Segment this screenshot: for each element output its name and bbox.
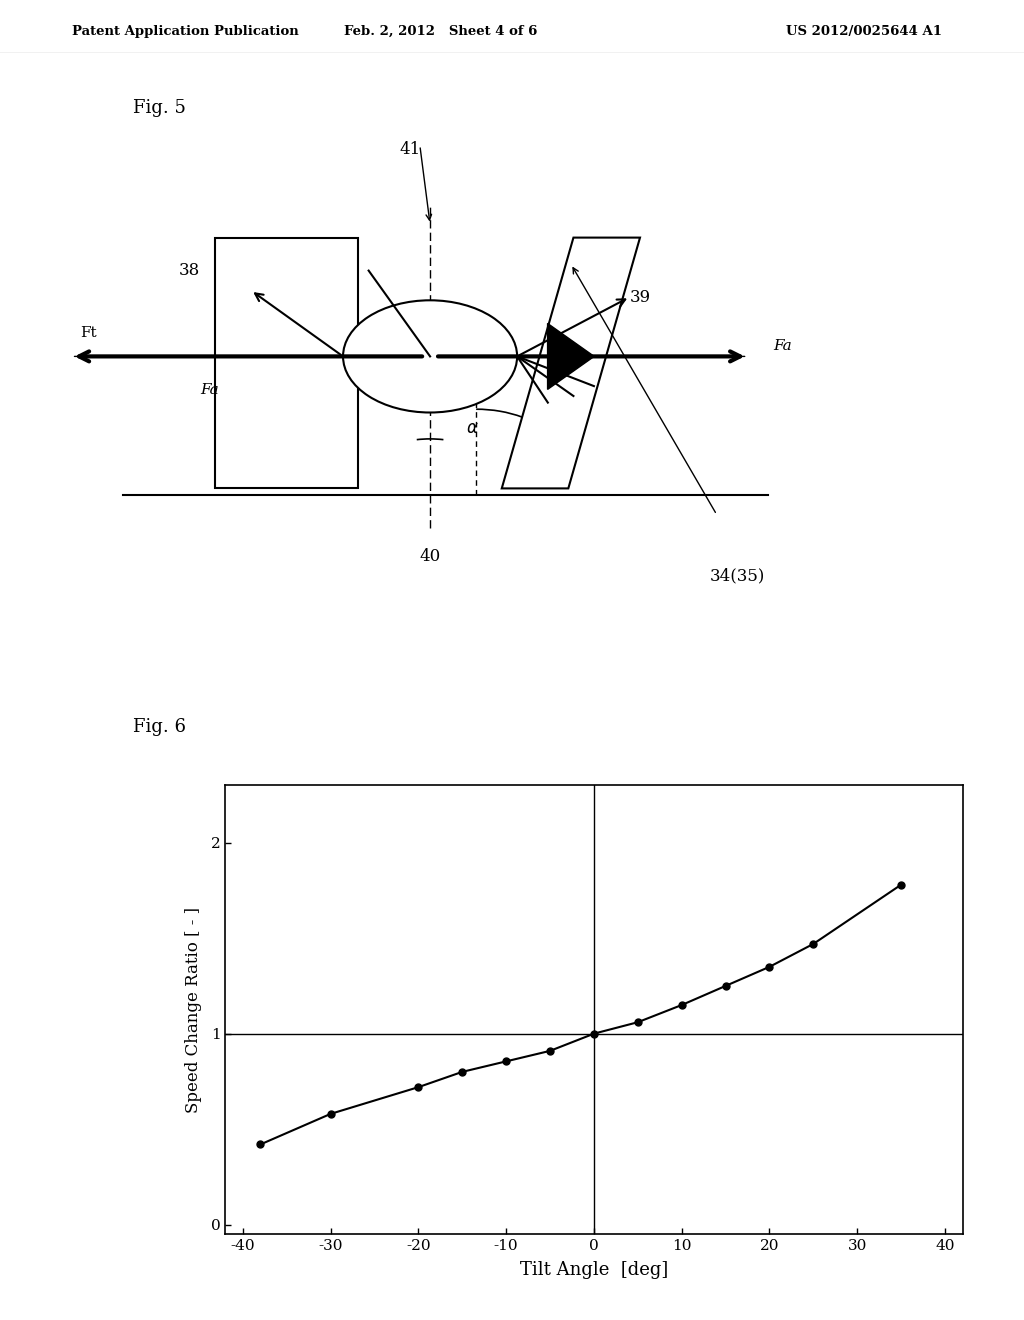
Polygon shape (548, 323, 594, 389)
Text: 40: 40 (420, 548, 440, 565)
Text: 39: 39 (630, 289, 651, 305)
Y-axis label: Speed Change Ratio [ - ]: Speed Change Ratio [ - ] (185, 907, 203, 1113)
Text: Fig. 6: Fig. 6 (133, 718, 186, 735)
Text: Patent Application Publication: Patent Application Publication (72, 25, 298, 38)
Text: 34(35): 34(35) (710, 568, 765, 585)
Text: 41: 41 (399, 141, 420, 158)
Text: 38: 38 (179, 263, 201, 279)
Circle shape (343, 300, 517, 412)
Text: Fig. 5: Fig. 5 (133, 99, 186, 117)
Bar (215, 238, 358, 488)
Text: Feb. 2, 2012   Sheet 4 of 6: Feb. 2, 2012 Sheet 4 of 6 (344, 25, 537, 38)
Text: Fa: Fa (201, 383, 219, 397)
Text: Fa: Fa (773, 339, 792, 354)
Text: US 2012/0025644 A1: US 2012/0025644 A1 (786, 25, 942, 38)
Text: Ft: Ft (81, 326, 97, 341)
Polygon shape (502, 238, 640, 488)
X-axis label: Tilt Angle  [deg]: Tilt Angle [deg] (520, 1262, 668, 1279)
Text: $\alpha$: $\alpha$ (466, 418, 478, 437)
